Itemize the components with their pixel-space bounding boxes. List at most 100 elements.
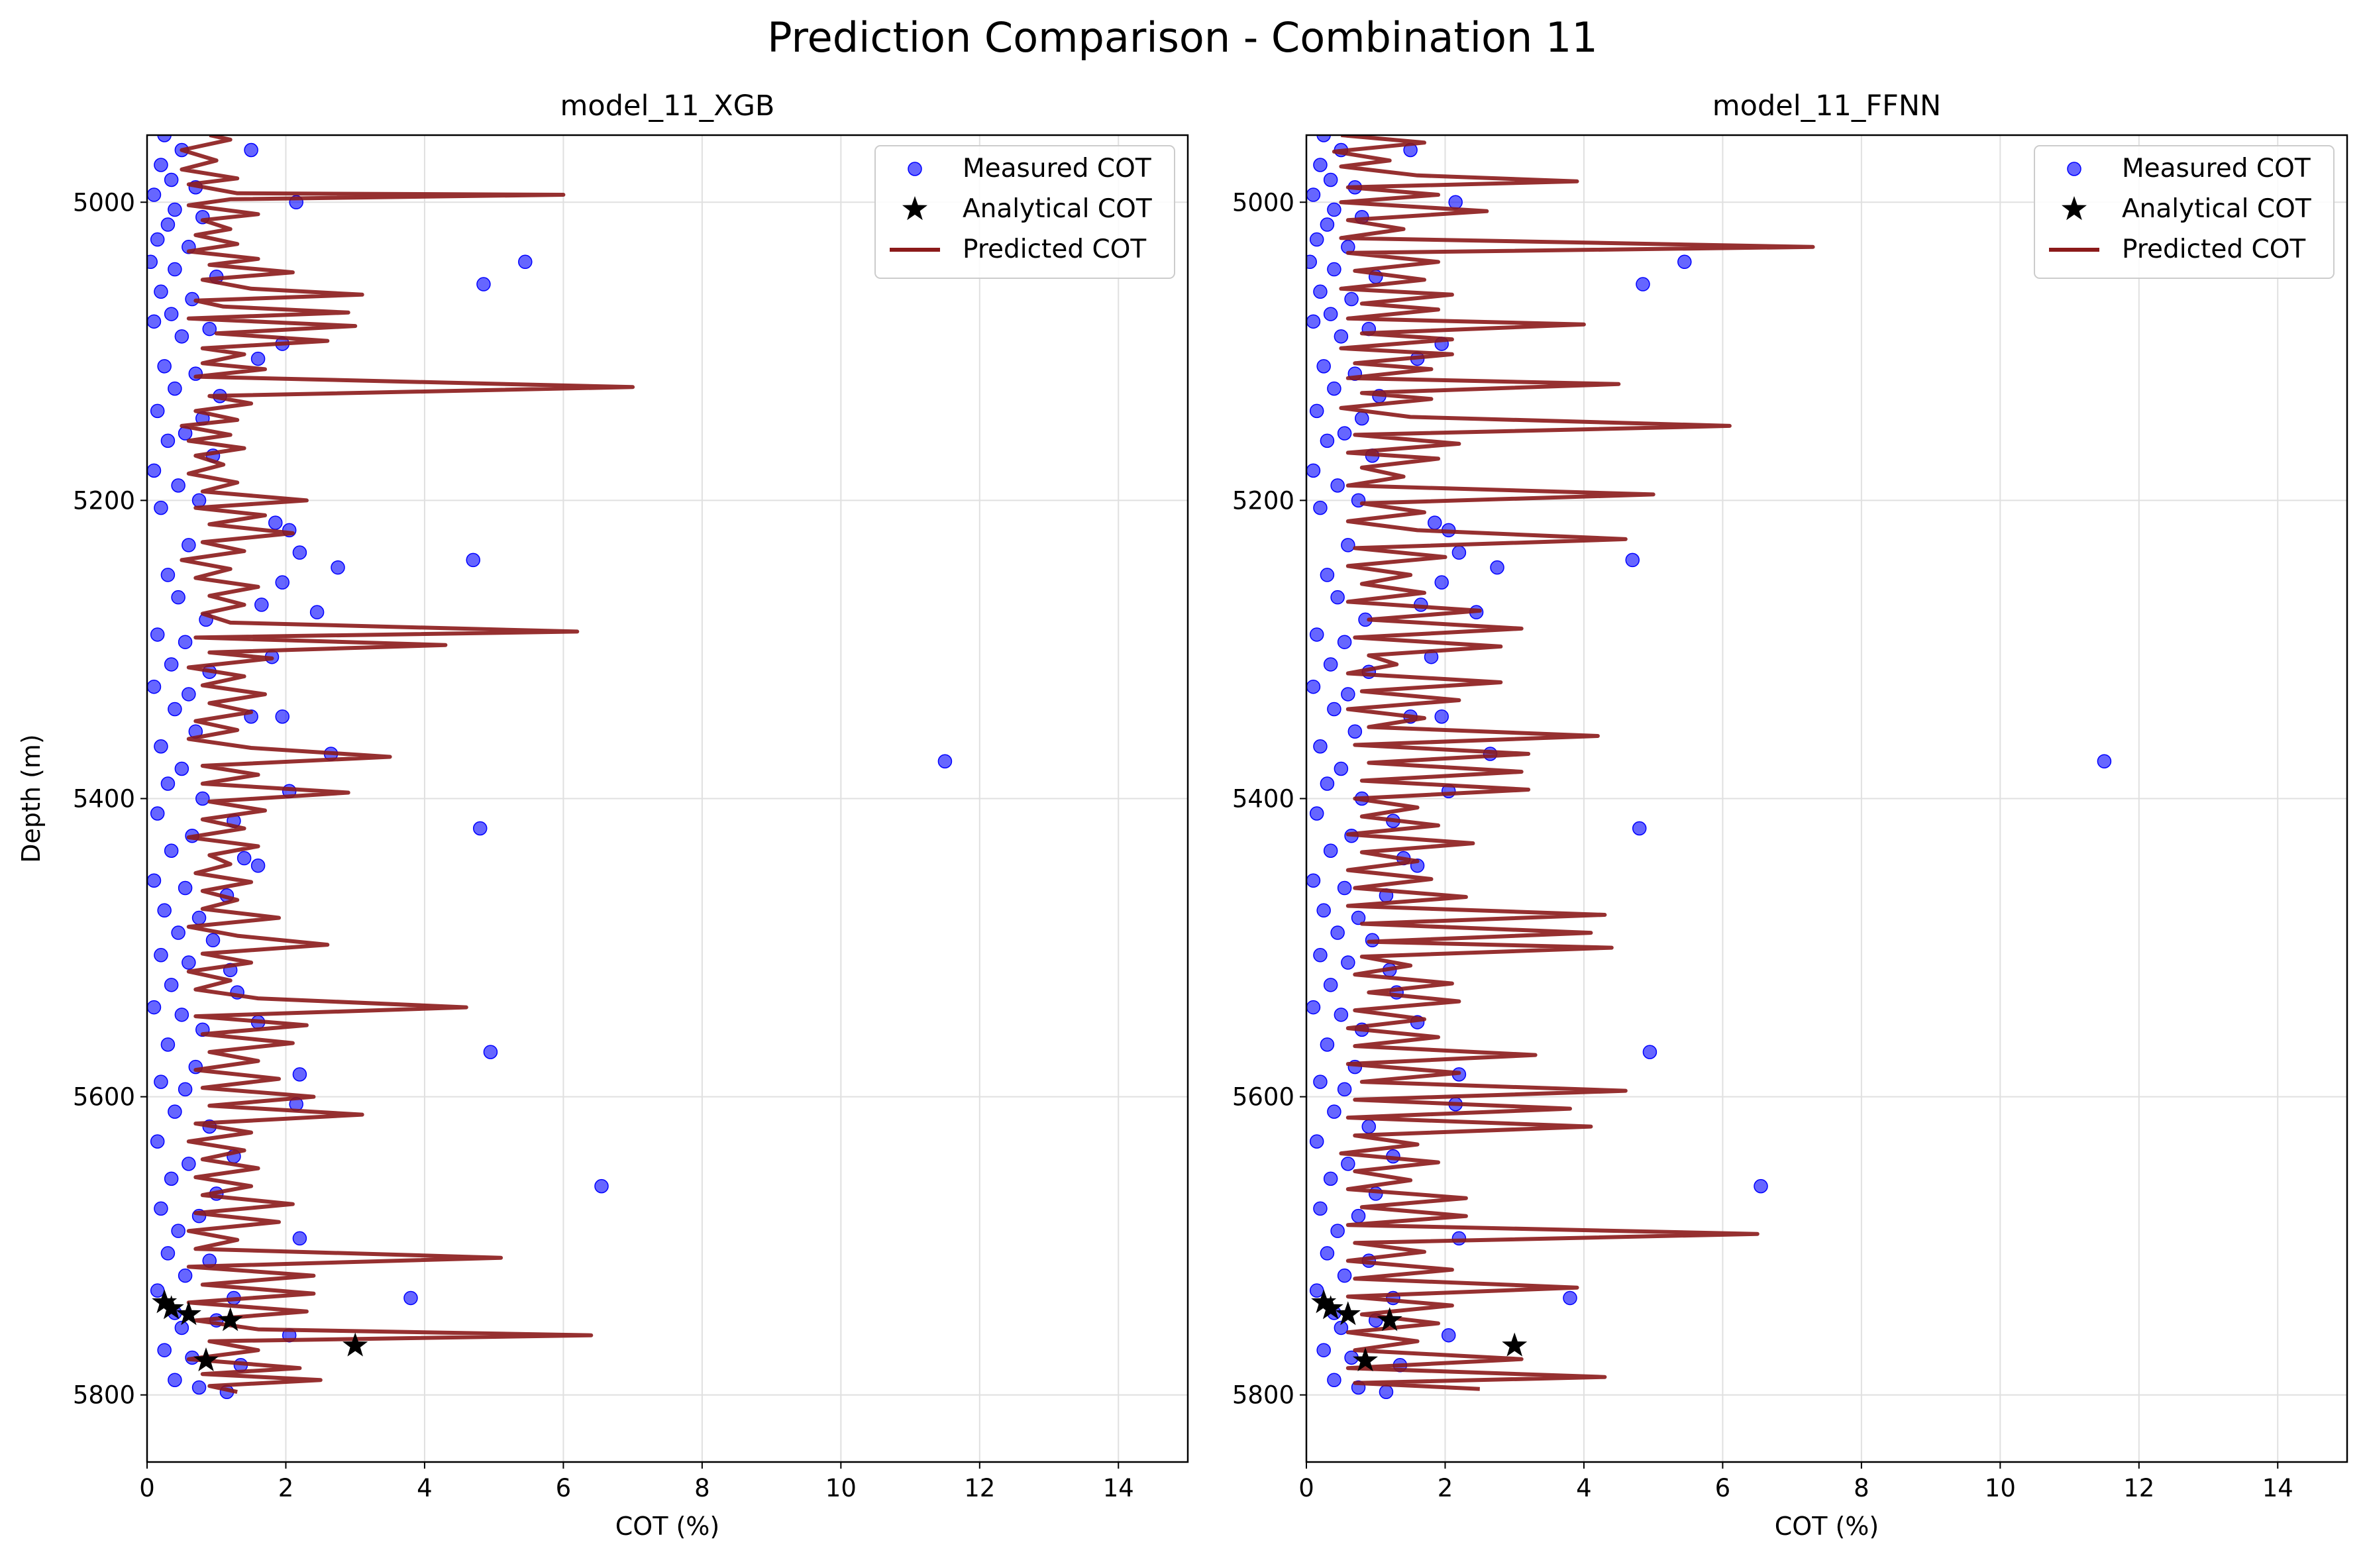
measured-point <box>195 791 210 806</box>
measured-point <box>268 515 283 530</box>
measured-point <box>309 605 325 619</box>
analytical-cot-series <box>1311 1289 1528 1372</box>
measured-point <box>174 1008 189 1022</box>
measured-point <box>164 657 179 672</box>
measured-point <box>1344 291 1359 307</box>
measured-point <box>164 978 179 992</box>
analytical-point <box>176 1301 201 1326</box>
measured-point <box>174 761 189 776</box>
measured-point <box>1323 978 1338 992</box>
measured-point <box>244 142 258 158</box>
measured-point <box>182 538 196 552</box>
measured-point <box>1334 1008 1349 1022</box>
measured-point <box>160 433 176 448</box>
legend-entry: Analytical COT <box>963 194 1152 224</box>
measured-point <box>466 552 480 568</box>
legend-box <box>874 145 1175 279</box>
measured-point <box>1451 1231 1467 1246</box>
measured-point <box>154 500 168 515</box>
measured-point <box>178 635 193 649</box>
measured-point <box>168 702 182 717</box>
measured-point <box>150 403 165 419</box>
x-tick-label: 12 <box>964 1474 995 1502</box>
measured-point <box>275 575 289 590</box>
measured-point <box>1341 955 1355 970</box>
measured-point <box>1309 1283 1324 1298</box>
measured-point <box>1313 284 1328 299</box>
x-tick-label: 10 <box>1985 1474 2016 1502</box>
analytical-point <box>217 1307 243 1332</box>
y-tick-label: 5400 <box>73 785 135 813</box>
measured-point <box>168 1373 182 1387</box>
measured-point <box>154 158 168 172</box>
measured-point <box>331 560 345 575</box>
measured-point <box>1313 500 1328 515</box>
analytical-point <box>1353 1347 1378 1372</box>
analytical-point <box>1335 1301 1361 1326</box>
y-tick-label: 5800 <box>73 1381 135 1410</box>
measured-point <box>1361 1119 1377 1134</box>
measured-point <box>154 284 168 299</box>
measured-point <box>236 851 252 866</box>
measured-point <box>164 1171 179 1186</box>
x-tick-label: 8 <box>694 1474 710 1502</box>
measured-point <box>1316 903 1331 918</box>
measured-point <box>147 187 162 202</box>
measured-point <box>1330 590 1345 605</box>
measured-point <box>1754 1178 1768 1194</box>
measured-point <box>160 217 176 232</box>
x-tick-label: 0 <box>1298 1474 1314 1502</box>
measured-point <box>250 351 266 366</box>
measured-point <box>1306 679 1321 694</box>
measured-point <box>518 254 533 270</box>
legend-box <box>2034 145 2335 279</box>
measured-point <box>1323 657 1338 672</box>
measured-point <box>1330 478 1345 493</box>
measured-point <box>1327 1104 1341 1119</box>
measured-point <box>1428 515 1442 530</box>
measured-point <box>1309 627 1324 642</box>
measured-point <box>182 1157 196 1171</box>
measured-point <box>147 463 162 478</box>
measured-point <box>1306 254 1317 270</box>
measured-point <box>182 955 196 970</box>
measured-point <box>1327 262 1341 277</box>
measured-point <box>1379 1385 1394 1399</box>
measured-point <box>150 1134 165 1149</box>
measured-point <box>1309 806 1324 821</box>
measured-point <box>205 933 221 948</box>
measured-point <box>1341 538 1355 552</box>
measured-point <box>1320 1037 1335 1052</box>
y-tick-label: 5200 <box>73 486 135 515</box>
x-tick-label: 14 <box>2262 1474 2293 1502</box>
figure-title: Prediction Comparison - Combination 11 <box>767 13 1598 62</box>
measured-point <box>1316 359 1331 374</box>
measured-point <box>178 1268 193 1283</box>
predicted-cot-line <box>1332 135 1815 1391</box>
measured-point <box>1334 761 1349 776</box>
analytical-cot-series <box>152 1289 368 1372</box>
measured-point <box>178 1082 193 1097</box>
measured-point <box>1323 843 1338 859</box>
x-tick-label: 4 <box>1576 1474 1592 1502</box>
measured-point <box>1320 776 1335 791</box>
measured-point <box>1316 135 1331 142</box>
measured-point <box>1309 232 1324 247</box>
legend: Measured COT Analytical COT Predicted COT <box>2034 145 2335 279</box>
measured-point <box>1677 254 1692 270</box>
measured-point <box>1642 1045 1657 1059</box>
measured-point <box>1323 172 1338 187</box>
measured-point <box>147 314 162 329</box>
x-tick-label: 8 <box>1854 1474 1869 1502</box>
measured-point <box>1327 202 1341 217</box>
measured-point <box>157 1343 172 1357</box>
axes-frame <box>1305 134 2348 1463</box>
measured-point <box>1320 217 1335 232</box>
legend-entry: Predicted COT <box>963 235 1146 264</box>
x-tick-label: 12 <box>2123 1474 2154 1502</box>
measured-point <box>1625 552 1640 568</box>
measured-point <box>1327 1373 1341 1387</box>
panel-xgb: 0 2 4 6 8 10 12 14 5000 5200 5400 5600 5800 model_11_… <box>17 89 1189 1541</box>
analytical-point <box>152 1289 178 1314</box>
